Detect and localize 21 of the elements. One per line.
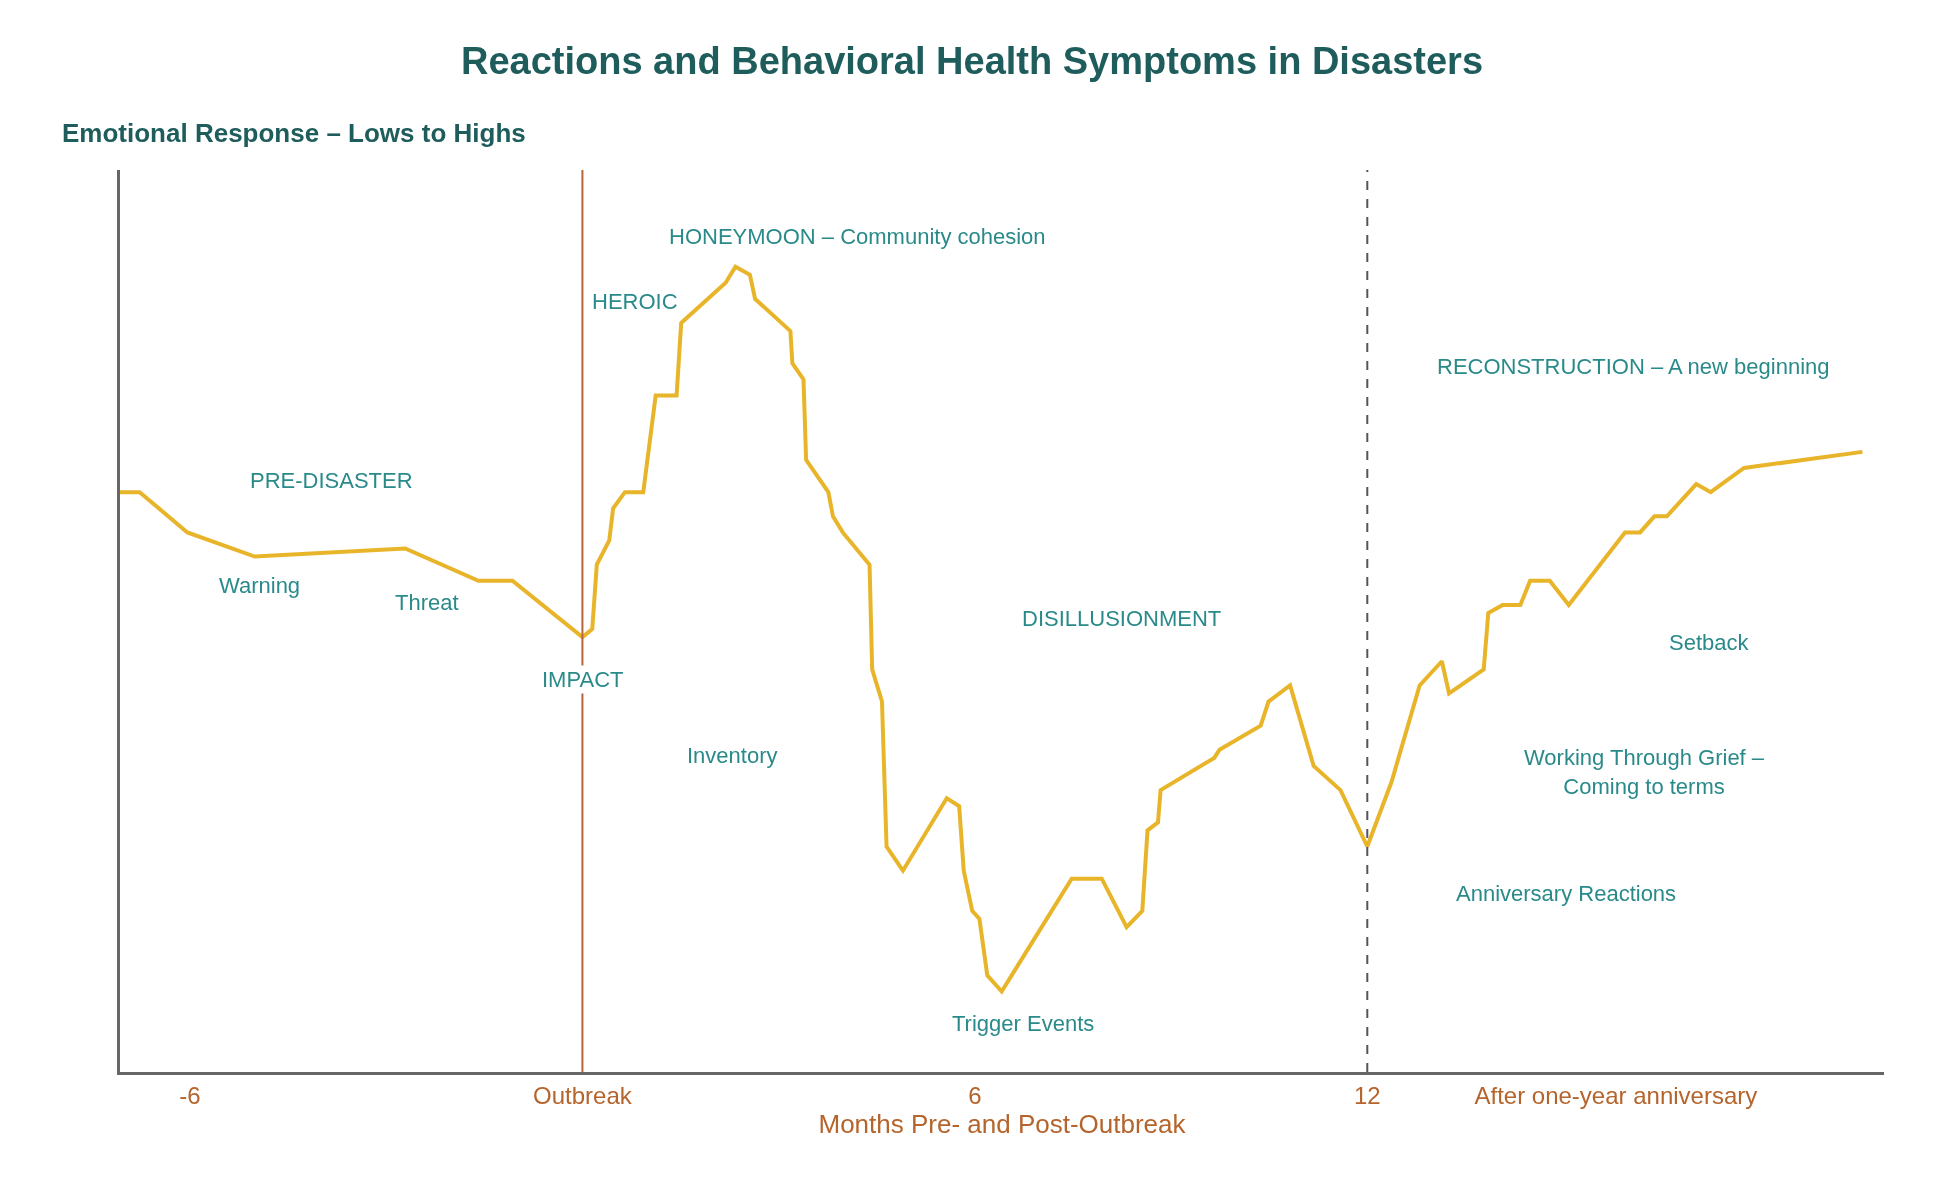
x-tick-label: 6 (968, 1081, 982, 1109)
x-tick-label: -6 (179, 1081, 201, 1109)
annotation: Warning (219, 573, 301, 598)
annotation: Inventory (687, 743, 778, 768)
annotation: Working Through Grief – Coming to terms (1524, 745, 1765, 799)
annotation: RECONSTRUCTION – A new beginning (1437, 354, 1830, 379)
annotation: IMPACT (542, 667, 624, 692)
annotation: Anniversary Reactions (1456, 881, 1677, 906)
text: HONEYMOON – Community cohesion (669, 224, 1046, 249)
y-axis-title: Emotional Response – Lows to Highs (62, 118, 526, 148)
annotation: Threat (395, 590, 459, 615)
annotation: Trigger Events (952, 1011, 1095, 1036)
annotation: HEROIC (592, 289, 678, 314)
annotation: DISILLUSIONMENT (1022, 606, 1222, 631)
x-tick-label: After one-year anniversary (1474, 1081, 1758, 1109)
x-tick-label: Outbreak (533, 1081, 633, 1109)
annotation: PRE-DISASTER (250, 468, 413, 493)
annotation: Setback (1669, 630, 1750, 655)
x-axis-title: Months Pre- and Post-Outbreak (818, 1109, 1187, 1140)
chart-title: Reactions and Behavioral Health Symptoms in Disasters (460, 39, 1484, 82)
x-tick-label: 12 (1353, 1081, 1381, 1109)
